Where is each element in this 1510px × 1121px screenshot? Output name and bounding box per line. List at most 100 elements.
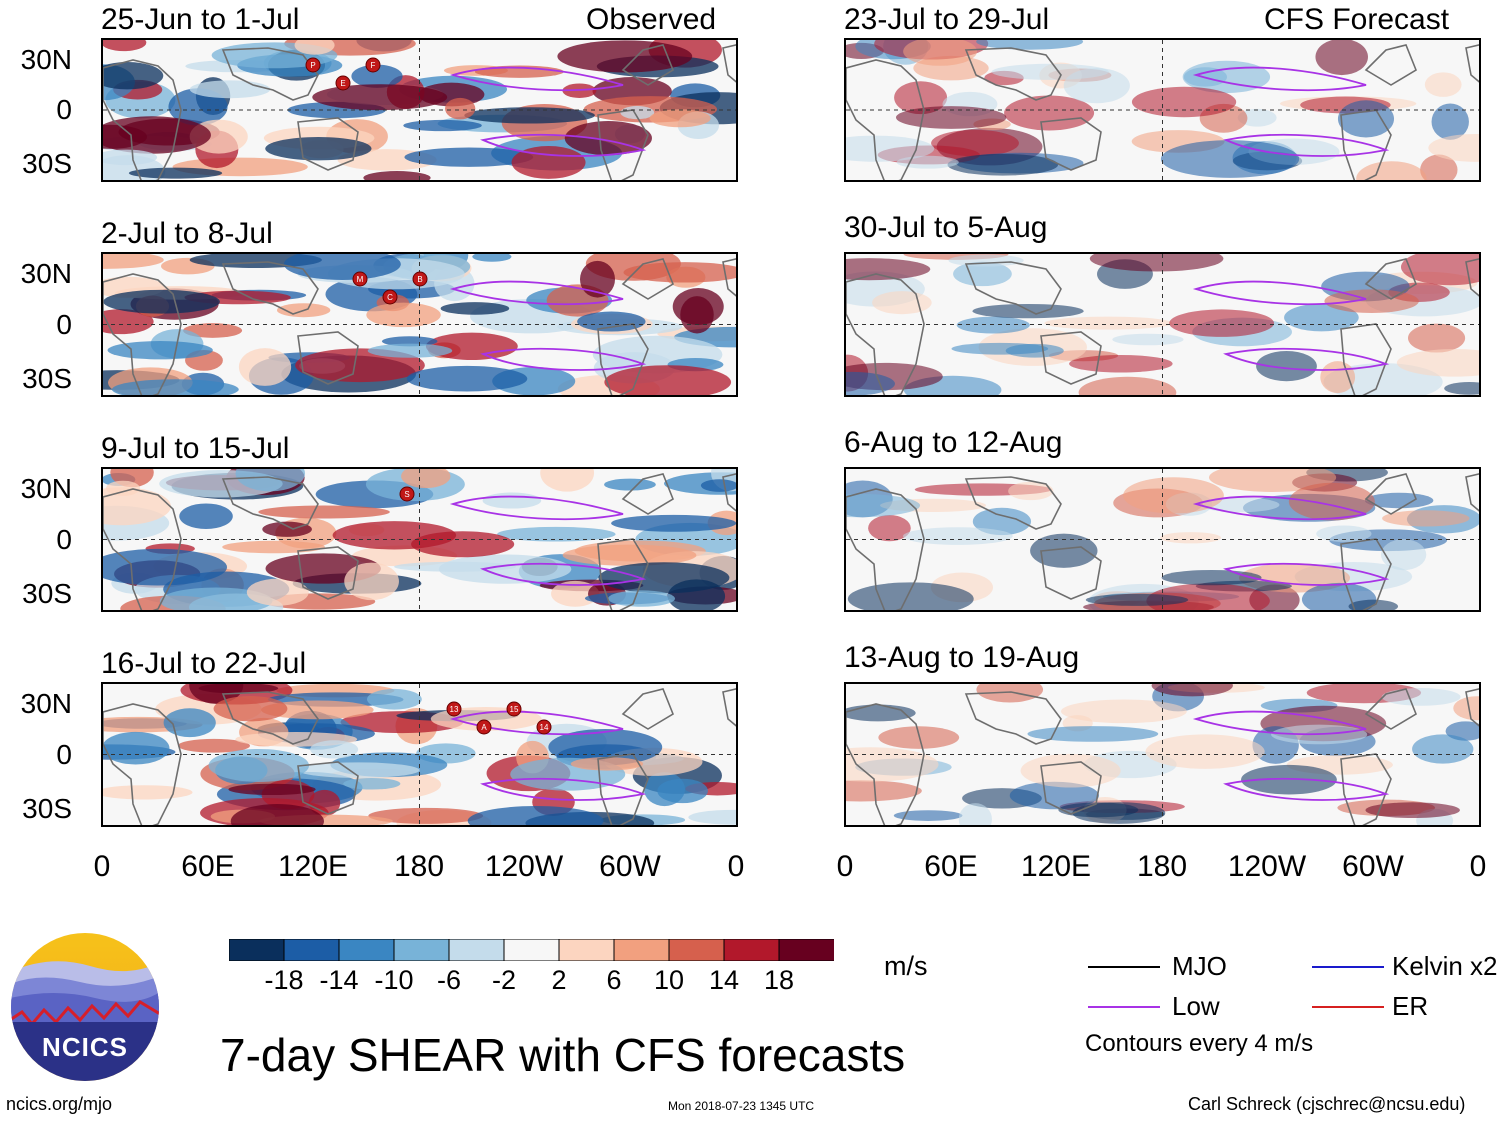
colorbar-swatch [448, 938, 505, 962]
colorbar-swatch [723, 938, 780, 962]
panel-title-fc-1: 23-Jul to 29-Jul [844, 3, 1050, 36]
colorbar-swatch [338, 938, 395, 962]
map-panel-fc-1 [844, 38, 1481, 182]
map-panel-fc-3 [844, 467, 1481, 612]
forecast-label: CFS Forecast [1264, 3, 1450, 36]
colorbar-swatch [283, 938, 340, 962]
storm-marker: 13 [446, 701, 462, 717]
colorbar-swatch [558, 938, 615, 962]
footer-author: Carl Schreck (cjschrec@ncsu.edu) [1188, 1094, 1466, 1114]
storm-marker: E [335, 75, 351, 91]
colorbar-tick-label: -10 [374, 965, 414, 995]
lon-label-0: 0 [93, 850, 111, 883]
lon-label-120e: 120E [277, 850, 349, 883]
legend-line-kelvin [1312, 966, 1384, 968]
map-panel-obs-4: 13 A 15 14 [101, 682, 738, 827]
panel-title-obs-4: 16-Jul to 22-Jul [101, 647, 307, 680]
svg-text:M: M [357, 275, 364, 284]
svg-text:C: C [387, 293, 393, 302]
lon-label-60e: 60E [924, 850, 978, 883]
storm-marker: S [399, 486, 415, 502]
lon-label-180: 180 [1136, 850, 1188, 883]
panel-title-obs-2: 2-Jul to 8-Jul [101, 217, 273, 250]
lat-label-30n: 30N [20, 688, 72, 719]
colorbar-swatch [393, 938, 450, 962]
storm-marker: 14 [536, 719, 552, 735]
lon-label-120e: 120E [1020, 850, 1092, 883]
legend-line-low [1088, 1006, 1160, 1008]
svg-text:15: 15 [510, 705, 519, 714]
panel-title-fc-4: 13-Aug to 19-Aug [844, 641, 1080, 674]
lat-label-eq: 0 [56, 524, 72, 555]
colorbar-tick-label: -2 [491, 965, 517, 995]
lon-label-360: 0 [727, 850, 745, 883]
map-panel-obs-2: M C B [101, 252, 738, 397]
map-panel-fc-2 [844, 252, 1481, 397]
lat-label-30s: 30S [22, 793, 72, 824]
ncics-logo: NCICS [10, 932, 160, 1082]
footer-timestamp: Mon 2018-07-23 1345 UTC [668, 1099, 815, 1113]
lat-label-eq: 0 [56, 739, 72, 770]
storm-marker: P [305, 57, 321, 73]
colorbar-tick-label: 2 [551, 965, 567, 995]
lon-label-60w: 60W [1342, 850, 1404, 883]
contour-note: Contours every 4 m/s [1085, 1030, 1314, 1057]
colorbar-swatch [778, 938, 835, 962]
lat-label-30n: 30N [20, 44, 72, 75]
storm-marker: B [412, 271, 428, 287]
lat-label-eq: 0 [56, 309, 72, 340]
legend-line-mjo [1088, 966, 1160, 968]
lat-label-30n: 30N [20, 473, 72, 504]
lon-label-60e: 60E [181, 850, 235, 883]
lon-label-360: 0 [1469, 850, 1487, 883]
map-panel-obs-1: P E F [101, 38, 738, 182]
legend-label-low: Low [1172, 991, 1220, 1021]
svg-text:P: P [310, 61, 315, 70]
colorbar-tick-label: -6 [436, 965, 462, 995]
colorbar-swatch [503, 938, 560, 962]
storm-marker: A [476, 719, 492, 735]
storm-marker: F [365, 57, 381, 73]
svg-text:14: 14 [540, 723, 549, 732]
observed-label: Observed [586, 3, 717, 36]
legend-label-kelvin: Kelvin x2 [1392, 951, 1498, 981]
storm-marker: M [352, 271, 368, 287]
panel-title-obs-3: 9-Jul to 15-Jul [101, 432, 290, 465]
colorbar [228, 938, 835, 962]
logo-text: NCICS [42, 1032, 128, 1062]
lon-label-180: 180 [393, 850, 445, 883]
panel-title-obs-1: 25-Jun to 1-Jul [101, 3, 300, 36]
svg-text:A: A [481, 723, 487, 732]
legend-line-er [1312, 1006, 1384, 1008]
svg-text:E: E [340, 79, 345, 88]
panel-title-fc-3: 6-Aug to 12-Aug [844, 426, 1063, 459]
svg-text:S: S [404, 490, 409, 499]
lat-label-30s: 30S [22, 578, 72, 609]
colorbar-swatch [613, 938, 670, 962]
colorbar-swatch [228, 938, 285, 962]
legend-label-er: ER [1392, 991, 1429, 1021]
lon-label-0: 0 [836, 850, 854, 883]
lon-label-120w: 120W [1227, 850, 1307, 883]
panel-title-fc-2: 30-Jul to 5-Aug [844, 211, 1048, 244]
colorbar-tick-label: 18 [763, 965, 795, 995]
storm-marker: 15 [506, 701, 522, 717]
lat-label-30s: 30S [22, 363, 72, 394]
lat-label-30n: 30N [20, 258, 72, 289]
footer-url[interactable]: ncics.org/mjo [6, 1094, 113, 1114]
svg-text:13: 13 [450, 705, 459, 714]
colorbar-swatch [668, 938, 725, 962]
main-title: 7-day SHEAR with CFS forecasts [220, 1029, 906, 1081]
colorbar-tick-label: 10 [653, 965, 685, 995]
svg-text:B: B [417, 275, 422, 284]
colorbar-tick-label: -18 [264, 965, 304, 995]
colorbar-units: m/s [884, 951, 928, 981]
lon-label-60w: 60W [599, 850, 661, 883]
lat-label-30s: 30S [22, 148, 72, 179]
svg-text:F: F [371, 61, 376, 70]
map-panel-fc-4 [844, 682, 1481, 827]
storm-marker: C [382, 289, 398, 305]
colorbar-tick-label: 6 [606, 965, 622, 995]
lat-label-eq: 0 [56, 94, 72, 125]
colorbar-tick-label: -14 [319, 965, 359, 995]
